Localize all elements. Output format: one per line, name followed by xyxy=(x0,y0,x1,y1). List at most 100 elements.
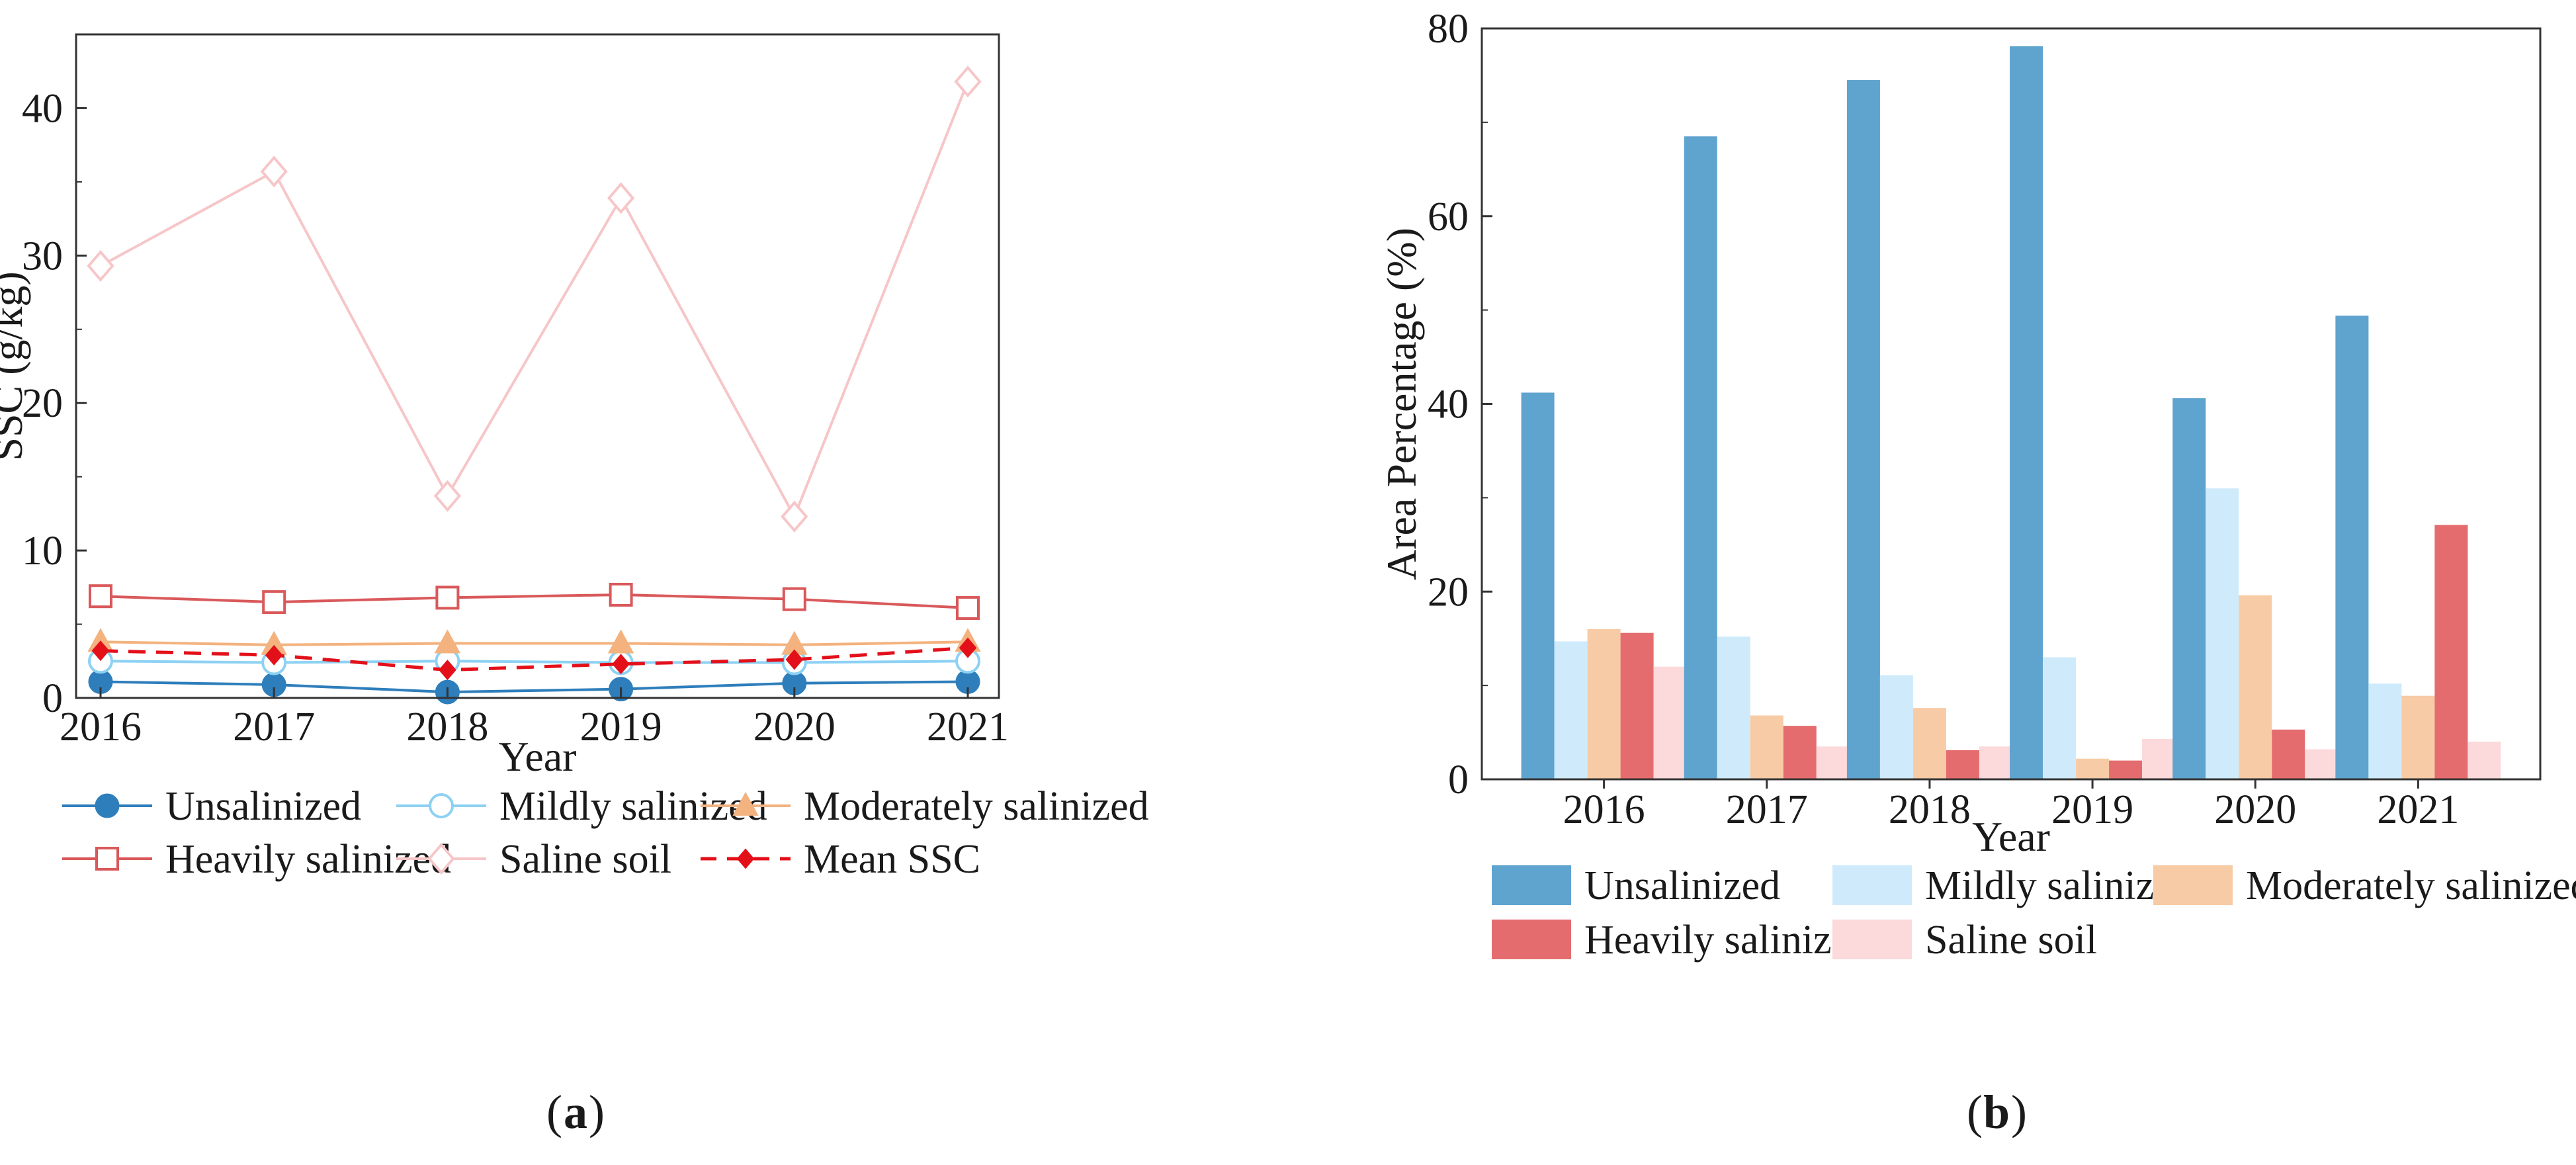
panel-b-tag: ( b ) xyxy=(1967,1086,2027,1139)
bar-unsalinized-2020 xyxy=(2172,398,2206,779)
bar-heavily-salinized-2021 xyxy=(2434,525,2468,779)
legend-label: Heavily salinized xyxy=(1584,918,1870,963)
data-point-mean-ssc xyxy=(959,637,977,658)
bar-moderately-salinized-2017 xyxy=(1750,715,1783,779)
panel-a-legend-item-unsalinized: Unsalinized xyxy=(62,784,361,829)
bar-moderately-salinized-2020 xyxy=(2239,595,2272,779)
series-line-heavily-salinized xyxy=(100,593,968,610)
svg-text:(: ( xyxy=(546,1086,562,1139)
panel-b-axes: 0 20 40 60 80 2016 2017 2018 2019 2020 2021 xyxy=(1428,7,2542,832)
legend-swatch xyxy=(1832,865,1912,905)
legend-label: Saline soil xyxy=(1925,918,2097,963)
panel-b-y-tick-label: 40 xyxy=(1428,382,1469,427)
bar-mildly-salinized-2016 xyxy=(1554,641,1588,779)
legend-marker xyxy=(95,793,120,818)
legend-swatch xyxy=(1492,865,1571,905)
data-point-saline-soil xyxy=(87,249,114,282)
legend-label: Unsalinized xyxy=(1584,863,1780,908)
bar-saline-soil-2021 xyxy=(2468,742,2501,779)
panel-b-bars xyxy=(1521,46,2501,779)
legend-marker xyxy=(95,847,119,871)
panel-a-legend-item-moderately-salinized: Moderately salinized xyxy=(701,784,1149,829)
panel-b-legend-item-moderately-salinized: Moderately salinized xyxy=(2153,863,2576,908)
bar-heavily-salinized-2020 xyxy=(2272,729,2305,779)
bar-mildly-salinized-2020 xyxy=(2206,488,2239,779)
data-point-saline-soil xyxy=(433,480,462,512)
bar-saline-soil-2018 xyxy=(1979,746,2012,779)
bar-saline-soil-2016 xyxy=(1653,666,1687,779)
bar-mildly-salinized-2018 xyxy=(1879,675,1913,779)
panel-a-series-saline-soil xyxy=(87,65,982,533)
bar-moderately-salinized-2021 xyxy=(2401,695,2435,779)
panel-b-bar-chart: 0 20 40 60 80 2016 2017 2018 2019 2020 2021 Year A… xyxy=(1378,7,2576,963)
panel-a-x-tick-label: 2018 xyxy=(406,705,488,750)
data-point-saline-soil xyxy=(781,500,808,533)
series-line-unsalinized xyxy=(100,680,968,694)
legend-marker xyxy=(429,793,454,818)
panel-b-legend-item-mildly-salinized: Mildly salinized xyxy=(1832,863,2193,908)
data-point-heavily-salinized xyxy=(956,596,980,621)
legend-label: Moderately salinized xyxy=(804,784,1149,829)
panel-b-legend-item-heavily-salinized: Heavily salinized xyxy=(1492,918,1870,963)
data-point-saline-soil xyxy=(954,65,982,98)
bar-unsalinized-2018 xyxy=(1846,80,1880,779)
panel-a-x-axis-label: Year xyxy=(499,733,577,780)
data-point-moderately-salinized xyxy=(434,629,461,654)
data-point-heavily-salinized xyxy=(609,582,633,607)
panel-a-y-tick-label: 30 xyxy=(22,234,63,279)
bar-heavily-salinized-2019 xyxy=(2109,760,2143,779)
bar-heavily-salinized-2016 xyxy=(1620,632,1654,779)
panel-a-x-tick-label: 2019 xyxy=(580,705,662,750)
panel-a-x-tick-label: 2020 xyxy=(753,705,836,750)
legend-marker xyxy=(736,848,755,869)
panel-a-x-tick-label: 2016 xyxy=(60,705,142,750)
panel-a-tag-letter: a xyxy=(564,1086,587,1139)
bar-group-2016 xyxy=(1521,392,1687,779)
bar-unsalinized-2017 xyxy=(1684,136,1717,779)
data-point-mean-ssc xyxy=(785,649,804,670)
bar-group-2018 xyxy=(1846,80,2012,779)
data-point-heavily-salinized xyxy=(89,584,112,609)
data-point-heavily-salinized xyxy=(782,587,806,611)
legend-label: Mean SSC xyxy=(804,837,980,882)
panel-b-y-axis-label: Area Percentage (%) xyxy=(1378,228,1425,580)
panel-a-y-tick-label: 40 xyxy=(22,86,63,131)
legend-marker xyxy=(427,842,455,875)
data-point-heavily-salinized xyxy=(262,590,286,615)
series-line-saline-soil xyxy=(100,81,969,520)
legend-swatch xyxy=(1832,920,1912,959)
panel-b-x-tick-label: 2018 xyxy=(1889,787,1971,832)
legend-swatch xyxy=(1492,920,1571,959)
data-point-moderately-salinized xyxy=(607,629,634,654)
data-point-mean-ssc xyxy=(91,640,110,662)
panel-b-x-axis-label: Year xyxy=(1972,813,2050,860)
panel-b-legend-item-saline-soil: Saline soil xyxy=(1832,918,2097,963)
panel-a-series-moderately-salinized xyxy=(87,628,981,655)
bar-saline-soil-2019 xyxy=(2142,738,2176,779)
bar-group-2021 xyxy=(2335,316,2501,779)
panel-a-axes: 0 10 20 30 40 2016 2017 2018 2019 2020 2021 xyxy=(22,33,1009,750)
series-line-moderately-salinized xyxy=(100,640,968,646)
panel-b-y-tick-label: 20 xyxy=(1428,570,1469,615)
data-point-saline-soil xyxy=(607,182,635,214)
panel-a-series xyxy=(87,65,982,705)
panel-a-tag: ( a ) xyxy=(546,1086,605,1139)
panel-a-legend: Unsalinized Mildly salinized Moderately sa… xyxy=(62,784,1149,882)
panel-a-x-tick-label: 2021 xyxy=(927,705,1009,750)
data-point-mean-ssc xyxy=(612,654,630,675)
bar-saline-soil-2020 xyxy=(2305,749,2339,779)
panel-a-y-tick-label: 0 xyxy=(42,676,63,721)
series-line-mildly-salinized xyxy=(100,660,968,664)
panel-b-y-tick-label: 80 xyxy=(1428,7,1469,52)
data-point-saline-soil xyxy=(260,155,288,188)
series-line-mean-ssc xyxy=(100,646,968,672)
legend-label: Unsalinized xyxy=(165,784,361,829)
panel-b-x-tick-label: 2020 xyxy=(2214,787,2296,832)
panel-a-y-tick-label: 10 xyxy=(22,529,63,574)
data-point-mean-ssc xyxy=(439,660,456,681)
panel-b-x-tick-label: 2019 xyxy=(2051,787,2133,832)
svg-text:(: ( xyxy=(1967,1086,1983,1139)
bar-mildly-salinized-2021 xyxy=(2368,683,2402,779)
panel-a-y-tick-label: 20 xyxy=(22,381,63,426)
panel-a-plot-frame xyxy=(75,33,1000,699)
